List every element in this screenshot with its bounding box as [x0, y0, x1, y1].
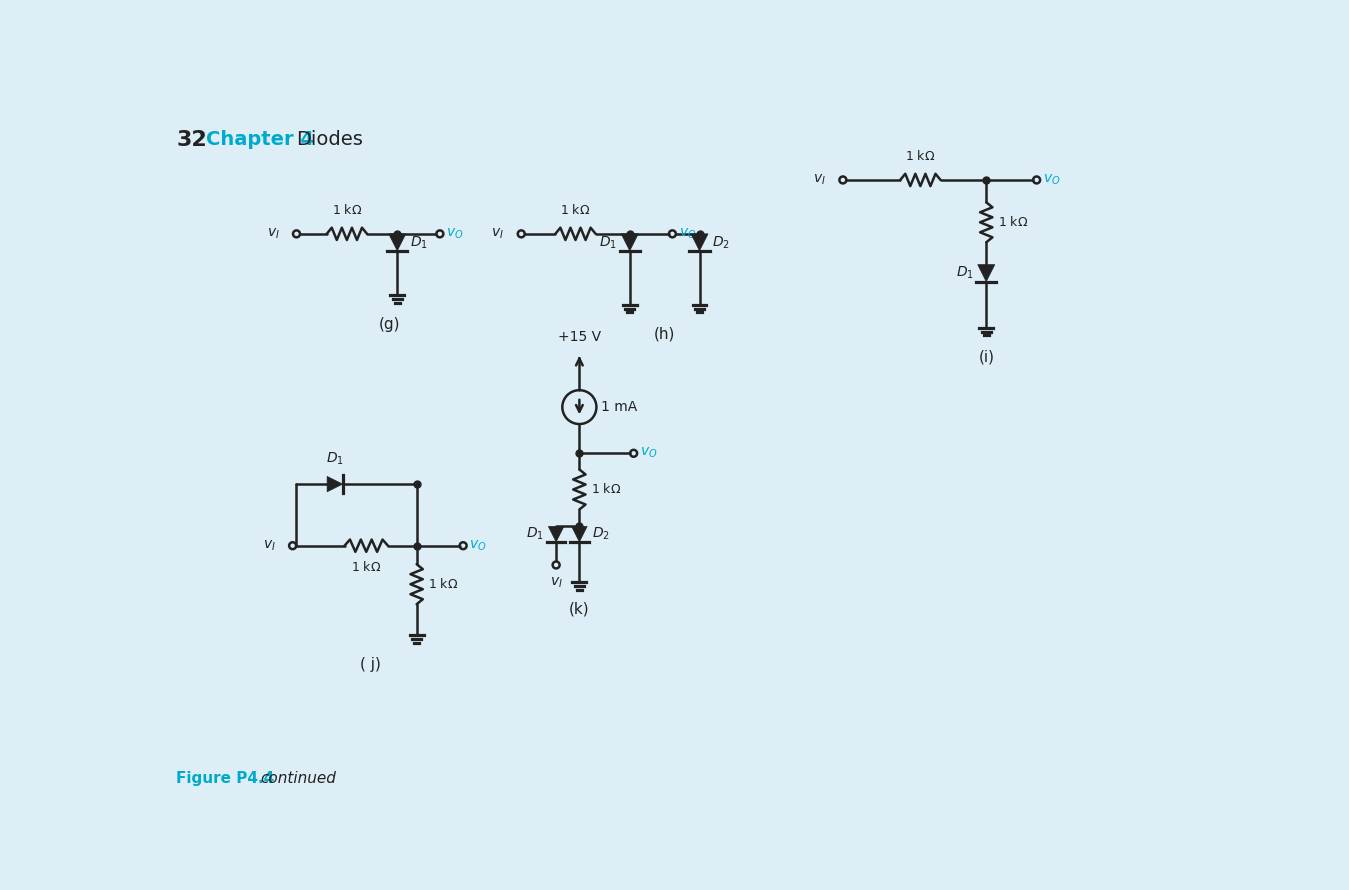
Text: 1 k$\Omega$: 1 k$\Omega$ — [591, 482, 622, 497]
Text: ( j): ( j) — [360, 657, 380, 672]
Text: 1 k$\Omega$: 1 k$\Omega$ — [905, 149, 935, 163]
Text: (g): (g) — [379, 317, 401, 332]
Text: 1 k$\Omega$: 1 k$\Omega$ — [560, 203, 591, 217]
Text: $v_O$: $v_O$ — [469, 538, 487, 553]
Text: $D_1$: $D_1$ — [410, 234, 428, 250]
Text: $D_2$: $D_2$ — [592, 526, 610, 542]
Text: Chapter 4: Chapter 4 — [206, 130, 314, 149]
Text: 1 k$\Omega$: 1 k$\Omega$ — [332, 203, 362, 217]
Text: Figure P4.4: Figure P4.4 — [177, 771, 275, 786]
Text: $v_I$: $v_I$ — [491, 227, 505, 241]
Text: $v_O$: $v_O$ — [1043, 173, 1060, 187]
Text: (h): (h) — [654, 327, 676, 341]
Text: 1 k$\Omega$: 1 k$\Omega$ — [351, 560, 382, 573]
Text: 32: 32 — [177, 130, 208, 150]
Polygon shape — [572, 527, 587, 542]
Text: $D_1$: $D_1$ — [526, 526, 544, 542]
Text: $D_1$: $D_1$ — [599, 234, 618, 250]
Text: $D_2$: $D_2$ — [712, 234, 730, 250]
Text: (i): (i) — [978, 350, 994, 364]
Text: $v_I$: $v_I$ — [263, 538, 275, 553]
Text: +15 V: +15 V — [558, 330, 600, 344]
Text: 1 k$\Omega$: 1 k$\Omega$ — [998, 215, 1028, 230]
Text: Diodes: Diodes — [297, 130, 363, 149]
Polygon shape — [622, 234, 638, 251]
Polygon shape — [549, 527, 564, 542]
Text: 1 k$\Omega$: 1 k$\Omega$ — [428, 578, 459, 591]
Text: $v_O$: $v_O$ — [639, 446, 657, 460]
Text: $v_I$: $v_I$ — [267, 227, 279, 241]
Polygon shape — [326, 476, 343, 492]
Text: $v_O$: $v_O$ — [679, 227, 696, 241]
Text: $v_I$: $v_I$ — [549, 576, 563, 590]
Polygon shape — [978, 264, 994, 281]
Text: $v_O$: $v_O$ — [447, 227, 464, 241]
Polygon shape — [389, 234, 406, 251]
Text: $D_1$: $D_1$ — [956, 265, 974, 281]
Text: 1 mA: 1 mA — [602, 400, 637, 414]
Polygon shape — [691, 234, 708, 251]
Text: $v_I$: $v_I$ — [813, 173, 826, 187]
Text: $D_1$: $D_1$ — [326, 450, 344, 467]
Text: (k): (k) — [569, 601, 590, 616]
Text: continued: continued — [260, 771, 336, 786]
